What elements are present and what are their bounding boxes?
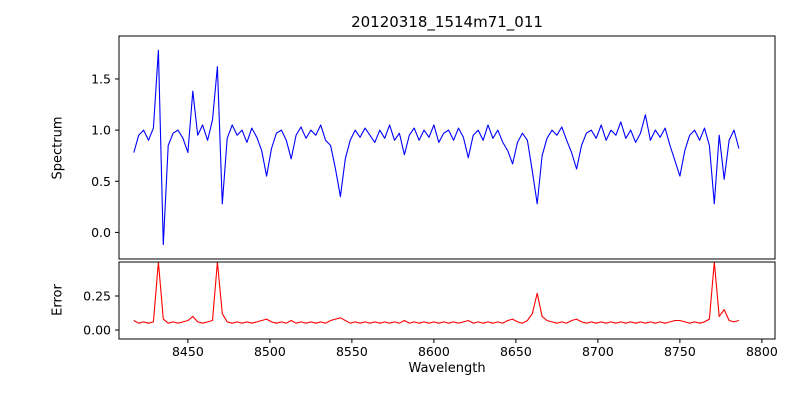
xtick-label: 8550 <box>336 344 368 359</box>
spectrum-ytick-label: 0.5 <box>91 174 111 189</box>
spectrum-ytick-label: 1.5 <box>91 71 111 86</box>
xtick-label: 8650 <box>500 344 532 359</box>
xtick-label: 8500 <box>254 344 286 359</box>
spectrum-y-axis-label: Spectrum <box>50 116 66 180</box>
xtick-label: 8700 <box>582 344 614 359</box>
error-panel <box>118 261 776 340</box>
x-axis-label: Wavelength <box>408 361 486 376</box>
error-ytick-label: 0.00 <box>83 323 111 338</box>
xtick-label: 8600 <box>418 344 450 359</box>
spectrum-panel <box>118 35 776 260</box>
xtick-label: 8800 <box>746 344 778 359</box>
chart-title: 20120318_1514m71_011 <box>351 13 543 31</box>
error-line <box>133 262 740 324</box>
error-y-axis-label: Error <box>50 284 66 316</box>
spectrum-line <box>133 49 740 246</box>
error-ytick-label: 0.25 <box>83 289 111 304</box>
xtick-label: 8450 <box>172 344 204 359</box>
xtick-label: 8750 <box>664 344 696 359</box>
spectrum-ytick-label: 0.0 <box>91 225 111 240</box>
spectrum-ytick-label: 1.0 <box>91 123 111 138</box>
